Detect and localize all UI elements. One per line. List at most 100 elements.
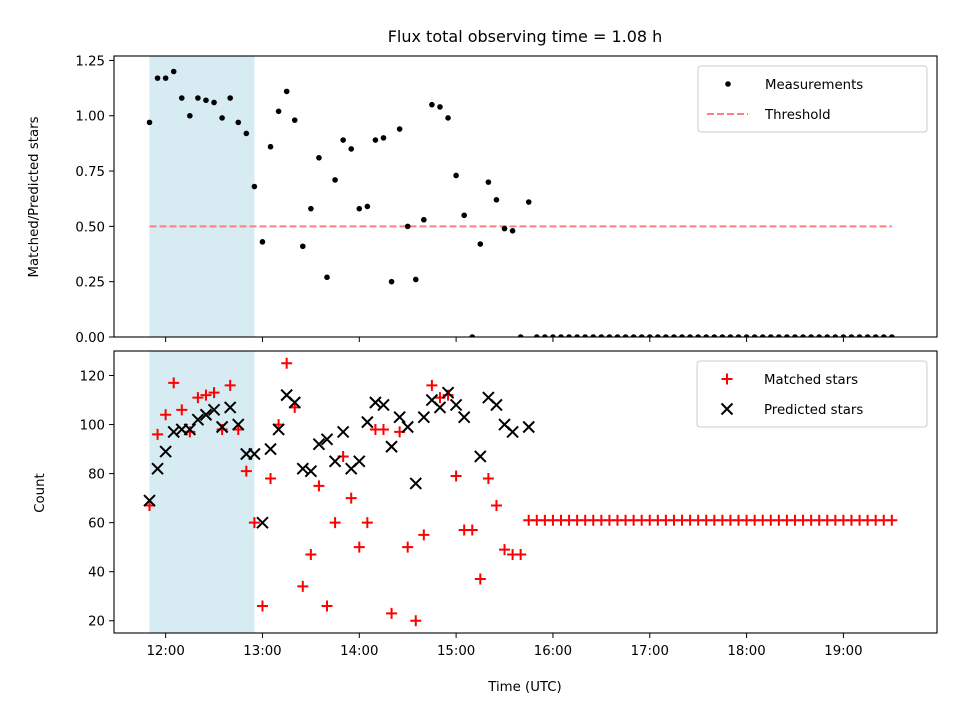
top-axes-frame — [113, 55, 938, 338]
y-tick-label: 1.25 — [75, 54, 105, 69]
data-point — [727, 334, 734, 337]
data-point — [167, 425, 180, 439]
x-tick-label: 15:00 — [437, 644, 475, 659]
data-point — [719, 334, 726, 337]
data-point — [646, 334, 653, 337]
data-point — [695, 334, 701, 337]
data-point — [377, 423, 389, 435]
data-point — [429, 101, 435, 108]
bottom-series-matched-stars — [144, 357, 898, 627]
y-tick-label: 1.00 — [75, 110, 105, 125]
x-tick-label: 19:00 — [824, 644, 862, 659]
data-point — [638, 334, 645, 337]
data-point — [482, 473, 494, 485]
data-point — [297, 580, 309, 592]
data-point — [499, 544, 511, 556]
data-point — [421, 216, 427, 223]
data-point — [679, 334, 685, 337]
data-point — [515, 549, 527, 561]
data-point — [308, 205, 314, 212]
data-point — [288, 396, 301, 409]
data-point — [304, 464, 318, 478]
legend-marker — [721, 373, 733, 385]
x-tick-label: 12:00 — [146, 644, 184, 659]
y-tick-label: 40 — [88, 566, 105, 581]
data-point — [824, 334, 831, 337]
data-point — [872, 334, 879, 337]
data-point — [404, 223, 411, 230]
data-point — [377, 398, 390, 412]
data-point — [300, 243, 306, 250]
legend-marker — [720, 402, 734, 416]
y-tick-label: 0.50 — [75, 220, 105, 235]
data-point — [412, 276, 419, 283]
data-point — [800, 334, 806, 337]
data-point — [356, 205, 363, 212]
data-point — [506, 425, 519, 439]
data-point — [162, 75, 169, 81]
legend-marker — [725, 81, 731, 87]
data-point — [211, 99, 217, 106]
legend-label: Measurements — [765, 78, 863, 93]
data-point — [655, 334, 661, 337]
data-point — [281, 357, 293, 369]
data-point — [312, 437, 326, 451]
data-point — [248, 517, 260, 529]
data-point — [187, 112, 193, 119]
data-point — [630, 334, 637, 337]
x-tick-label: 14:00 — [340, 644, 378, 659]
data-point — [880, 334, 887, 337]
data-point — [224, 379, 236, 391]
bottom-axes-frame — [113, 350, 938, 634]
data-point — [477, 241, 484, 247]
data-point — [614, 334, 621, 337]
data-point — [256, 600, 268, 612]
data-point — [316, 154, 322, 161]
data-point — [313, 480, 325, 492]
data-point — [522, 420, 535, 434]
data-point — [417, 411, 431, 424]
data-point — [533, 334, 540, 337]
data-point — [493, 197, 500, 203]
data-point — [183, 423, 197, 436]
x-tick-label: 16:00 — [534, 644, 572, 659]
data-point — [840, 334, 847, 337]
y-tick-label: 0.75 — [75, 165, 105, 180]
data-point — [243, 130, 250, 137]
chart-title: Flux total observing time = 1.08 h — [388, 27, 663, 46]
data-point — [203, 97, 209, 104]
data-point — [490, 398, 503, 412]
data-point — [393, 411, 406, 424]
top-shaded-region — [149, 56, 255, 337]
data-point — [490, 499, 502, 511]
data-point — [792, 334, 798, 337]
data-point — [485, 179, 492, 185]
data-point — [329, 517, 341, 529]
data-point — [558, 334, 564, 337]
data-point — [361, 415, 374, 429]
data-point — [192, 392, 204, 404]
data-point — [426, 379, 438, 391]
data-point — [208, 387, 220, 399]
data-point — [450, 470, 462, 482]
data-point — [199, 408, 213, 421]
data-point — [291, 117, 298, 123]
top-panel: 0.00 0.25 0.50 0.75 1.00 1.25 Measurements Thre… — [75, 54, 938, 346]
data-point — [574, 334, 580, 337]
data-point — [256, 516, 269, 529]
data-point — [232, 418, 245, 431]
data-point — [265, 473, 277, 485]
data-point — [687, 334, 693, 337]
data-point — [441, 386, 455, 399]
data-point — [235, 119, 242, 126]
data-point — [525, 199, 532, 205]
data-point — [751, 334, 758, 337]
bottom-ylabel: Count — [33, 473, 48, 513]
data-point — [219, 115, 225, 121]
data-point — [759, 334, 766, 337]
data-point — [275, 108, 282, 115]
data-point — [143, 494, 156, 507]
bottom-data — [143, 357, 898, 627]
data-point — [364, 203, 371, 210]
